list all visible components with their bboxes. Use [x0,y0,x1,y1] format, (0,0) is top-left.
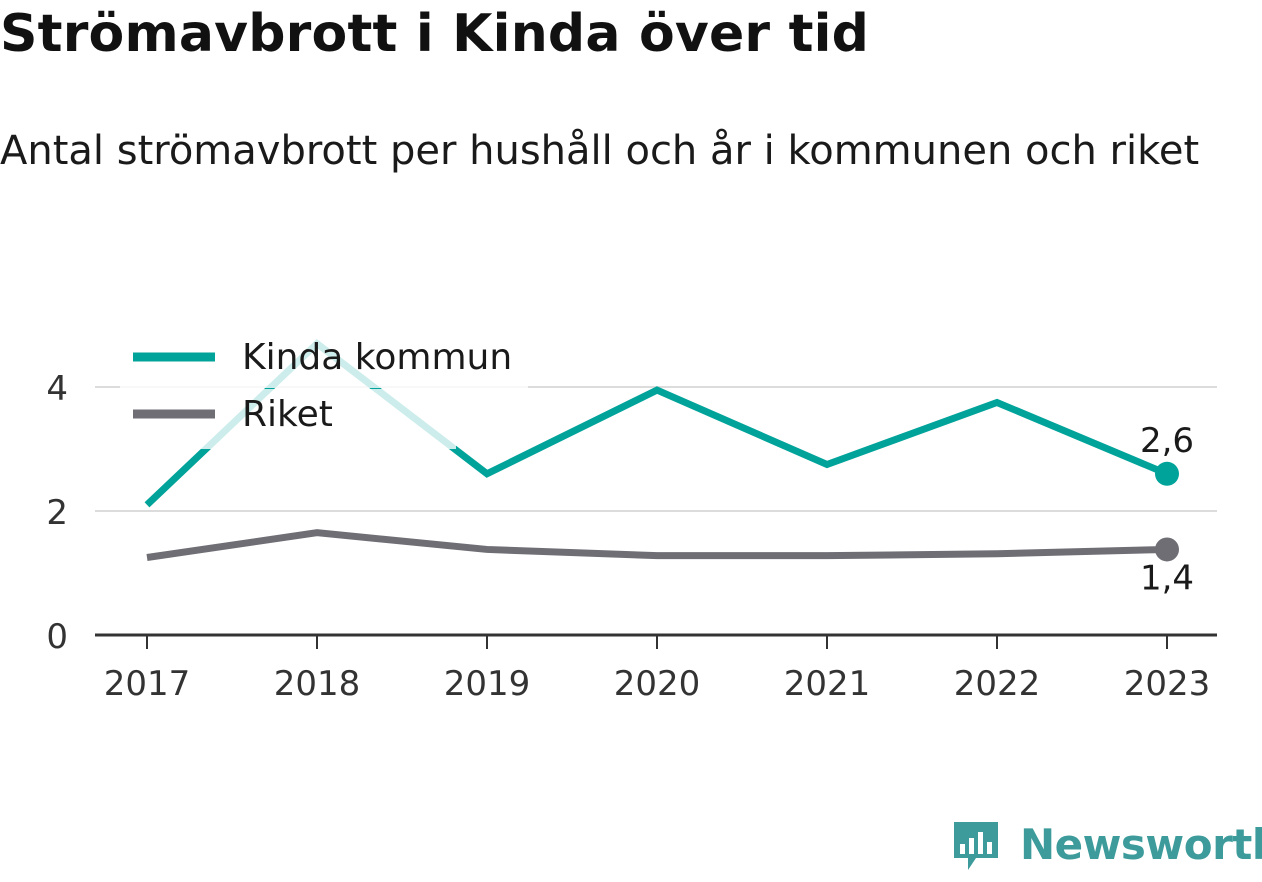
bar-chart-icon [954,822,998,870]
x-tick-label: 2023 [1124,664,1211,704]
x-tick-label: 2022 [954,664,1041,704]
x-tick-label: 2018 [274,664,361,704]
x-tick-label: 2020 [614,664,701,704]
x-tick-label: 2019 [444,664,531,704]
legend-backdrop [196,389,456,449]
legend-label: Kinda kommun [242,337,512,378]
y-tick-label: 2 [46,493,68,533]
chart-title: Strömavbrott i Kinda över tid [0,4,870,64]
y-tick-label: 0 [46,617,68,657]
axes: 0 2 4 2017 2018 2019 2020 2021 2022 2023 [46,369,1217,704]
x-tick-label: 2017 [104,664,191,704]
data-labels: 2,6 1,4 [1140,421,1194,599]
series-end-point [1155,537,1179,562]
chart-subtitle: Antal strömavbrott per hushåll och år i … [0,128,1200,174]
y-tick-label: 4 [46,369,68,409]
legend: Kinda kommun Riket [120,332,528,449]
brand-name: Newsworthy [1020,820,1262,869]
series-end-point [1155,461,1179,486]
legend-label: Riket [242,394,333,435]
x-tick-label: 2021 [784,664,871,704]
newsworthy-logo: Newsworthy [950,818,1262,878]
series-line [146,529,1168,561]
data-label: 2,6 [1140,421,1194,461]
data-label: 1,4 [1140,558,1194,598]
